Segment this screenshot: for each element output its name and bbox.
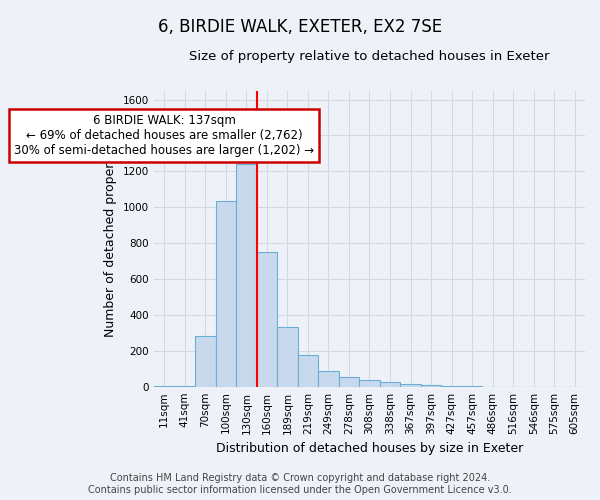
Bar — [195, 336, 215, 386]
Text: 6 BIRDIE WALK: 137sqm
← 69% of detached houses are smaller (2,762)
30% of semi-d: 6 BIRDIE WALK: 137sqm ← 69% of detached … — [14, 114, 314, 157]
Bar — [421, 385, 442, 386]
Text: Contains HM Land Registry data © Crown copyright and database right 2024.
Contai: Contains HM Land Registry data © Crown c… — [88, 474, 512, 495]
Bar — [359, 380, 380, 386]
Bar — [298, 356, 318, 386]
Bar — [215, 201, 236, 386]
Bar — [318, 372, 339, 386]
Bar — [277, 328, 298, 386]
Title: Size of property relative to detached houses in Exeter: Size of property relative to detached ho… — [189, 50, 550, 63]
Bar — [380, 382, 400, 386]
Bar — [339, 377, 359, 386]
X-axis label: Distribution of detached houses by size in Exeter: Distribution of detached houses by size … — [216, 442, 523, 455]
Bar — [236, 164, 257, 386]
Bar — [257, 252, 277, 386]
Y-axis label: Number of detached properties: Number of detached properties — [104, 140, 118, 337]
Bar — [400, 384, 421, 386]
Text: 6, BIRDIE WALK, EXETER, EX2 7SE: 6, BIRDIE WALK, EXETER, EX2 7SE — [158, 18, 442, 36]
